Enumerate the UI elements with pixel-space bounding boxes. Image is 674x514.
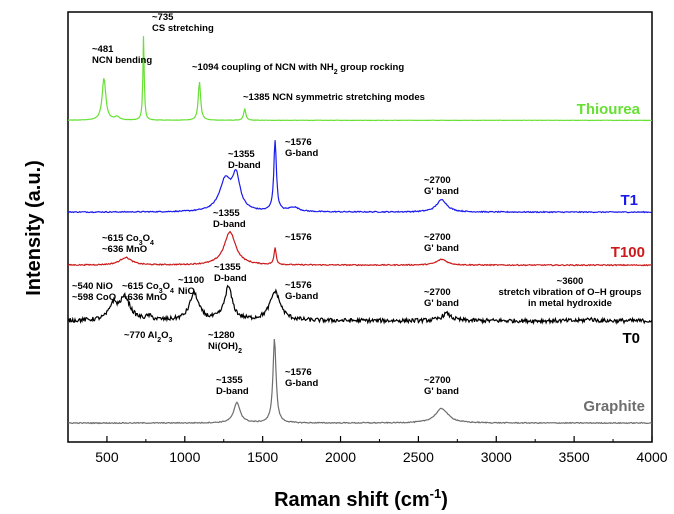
series-label-thiourea: Thiourea xyxy=(577,101,641,118)
annotation-ann-t100-d: ~1355 D-band xyxy=(213,208,246,230)
annotation-ann-735: ~735 CS stretching xyxy=(152,12,214,34)
annotation-ann-t1-g: ~1576 G-band xyxy=(285,137,318,159)
annotation-ann-gr-g: ~1576 G-band xyxy=(285,367,318,389)
annotation-ann-t0-nio: ~540 NiO ~598 CoO xyxy=(72,281,116,303)
annotation-ann-t100-co: ~615 Co3O4 ~636 MnO xyxy=(102,233,154,255)
annotations: ~481 NCN bending~735 CS stretching ~1094 co… xyxy=(72,12,642,397)
series-line-t1 xyxy=(67,140,653,214)
x-tick-label-2000: 2000 xyxy=(325,449,356,465)
annotation-ann-gr-g2: ~2700 G' band xyxy=(424,375,459,397)
annotation-ann-t0-1100: ~1100 NiO xyxy=(178,275,204,297)
annotation-ann-t1-d: ~1355 D-band xyxy=(228,149,261,171)
x-axis-title: Raman shift (cm-1) xyxy=(274,486,448,511)
annotation-ann-t0-1280: ~1280 Ni(OH)2 xyxy=(208,330,242,355)
series-line-graphite xyxy=(68,338,653,425)
x-tick-label-3000: 3000 xyxy=(481,449,512,465)
x-ticks: 500 1000 1500 2000 2500 3000 3500 4000 xyxy=(67,436,668,465)
x-tick-label-500: 500 xyxy=(95,449,119,465)
annotation-ann-t100-g: ~1576 xyxy=(285,232,312,243)
plot-frame xyxy=(67,11,653,443)
annotation-ann-gr-d: ~1355 D-band xyxy=(216,375,249,397)
x-tick-label-2500: 2500 xyxy=(403,449,434,465)
x-tick-label-1500: 1500 xyxy=(247,449,278,465)
series-label-t1: T1 xyxy=(620,192,638,209)
annotation-ann-t1-g2: ~2700 G' band xyxy=(424,175,459,197)
annotation-ann-1094: ~1094 coupling of NCN with NH2 group roc… xyxy=(192,62,404,76)
annotation-ann-t0-770: ~770 Al2O3 xyxy=(124,330,172,344)
x-tick-label-3500: 3500 xyxy=(559,449,590,465)
series-line-t0 xyxy=(67,284,653,326)
series-label-graphite: Graphite xyxy=(583,398,645,415)
annotation-ann-t0-3600: ~3600 stretch vibration of O–H groups in m… xyxy=(498,276,641,309)
annotation-ann-t0-d: ~1355 D-band xyxy=(214,262,247,284)
series-label-t100: T100 xyxy=(611,244,645,261)
annotation-ann-t0-co: ~615 Co3O4 ~636 MnO xyxy=(122,281,174,303)
annotation-ann-1385: ~1385 NCN symmetric stretching modes xyxy=(243,92,425,103)
x-tick-label-4000: 4000 xyxy=(636,449,667,465)
annotation-ann-t100-g2: ~2700 G' band xyxy=(424,232,459,254)
annotation-ann-t0-g: ~1576 G-band xyxy=(285,280,318,302)
series-line-t100 xyxy=(67,230,652,267)
series-layer xyxy=(67,36,653,425)
y-axis-title: Intensity (a.u.) xyxy=(23,160,45,296)
annotation-ann-481: ~481 NCN bending xyxy=(92,44,152,66)
x-tick-label-1000: 1000 xyxy=(169,449,200,465)
annotation-ann-t0-g2: ~2700 G' band xyxy=(424,287,459,309)
series-labels: Thiourea T1 T100 T0 Graphite xyxy=(577,101,645,415)
series-line-thiourea xyxy=(67,36,653,122)
series-label-t0: T0 xyxy=(622,330,640,347)
